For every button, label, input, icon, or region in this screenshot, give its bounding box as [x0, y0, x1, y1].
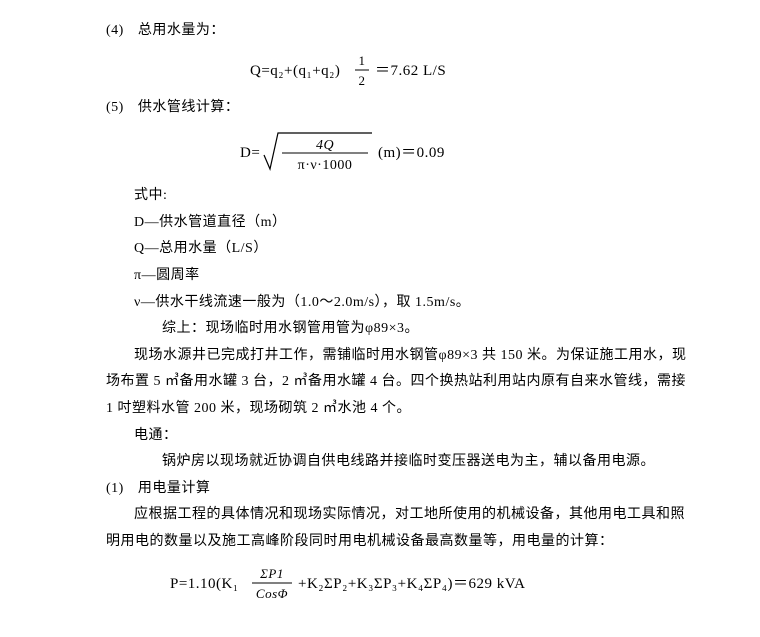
item-4-num: (4) — [106, 18, 124, 45]
formula-d-frac-den: π·ν·1000 — [298, 158, 353, 173]
def-d: D—供水管道直径（m） — [70, 210, 690, 237]
formula-q-frac-num: 1 — [359, 53, 366, 68]
def-v: ν—供水干线流速一般为（1.0～2.0m/s），取 1.5m/s。 — [70, 290, 690, 317]
formula-q-frac-den: 2 — [359, 73, 366, 88]
item-4-label: 总用水量为： — [138, 18, 225, 45]
formula-d-suffix: (m)＝0.09 — [378, 145, 445, 161]
def-q: Q—总用水量（L/S） — [70, 236, 690, 263]
item-4: (4) 总用水量为： — [70, 18, 690, 45]
formula-p-suffix: +K₂ΣP₂+K₃ΣP₃+K₄ΣP₄)＝629 kVA — [298, 576, 525, 592]
formula-d-prefix: D= — [240, 145, 260, 161]
def-pi: π—圆周率 — [70, 263, 690, 290]
item-1-num: (1) — [106, 476, 124, 503]
formula-d-frac-num: 4Q — [316, 138, 334, 153]
paragraph-elec: 锅炉房以现场就近协调自供电线路并接临时变压器送电为主，辅以备用电源。 — [70, 449, 690, 476]
formula-p: P=1.10(K₁ ΣP1 CosΦ +K₂ΣP₂+K₃ΣP₃+K₄ΣP₄)＝6… — [70, 556, 690, 610]
paragraph-calc: 应根据工程的具体情况和现场实际情况，对工地所使用的机械设备，其他用电工具和照明用… — [70, 502, 690, 555]
where-label: 式中: — [70, 183, 690, 210]
item-5-num: (5) — [106, 95, 124, 122]
formula-q-prefix: Q=q₂+(q₁+q₂) — [250, 63, 340, 79]
item-5-label: 供水管线计算： — [138, 95, 240, 122]
paragraph-water: 现场水源井已完成打井工作，需铺临时用水钢管φ89×3 共 150 米。为保证施工… — [70, 343, 690, 423]
formula-p-svg: P=1.10(K₁ ΣP1 CosΦ +K₂ΣP₂+K₃ΣP₃+K₄ΣP₄)＝6… — [170, 562, 590, 604]
formula-p-prefix: P=1.10(K₁ — [170, 576, 239, 592]
formula-d: D= 4Q π·ν·1000 (m)＝0.09 — [70, 121, 690, 183]
formula-p-frac-num: ΣP1 — [259, 566, 284, 581]
elec-label: 电通： — [70, 423, 690, 450]
formula-q-suffix: ＝7.62 L/S — [375, 63, 446, 79]
formula-q: Q=q₂+(q₁+q₂) 1 2 ＝7.62 L/S — [70, 45, 690, 95]
item-1: (1) 用电量计算 — [70, 476, 690, 503]
formula-q-svg: Q=q₂+(q₁+q₂) 1 2 ＝7.62 L/S — [250, 51, 510, 89]
item-5: (5) 供水管线计算： — [70, 95, 690, 122]
summary-line: 综上：现场临时用水钢管用管为φ89×3。 — [70, 316, 690, 343]
item-1-label: 用电量计算 — [138, 476, 211, 503]
formula-d-svg: D= 4Q π·ν·1000 (m)＝0.09 — [240, 127, 520, 177]
document-page: (4) 总用水量为： Q=q₂+(q₁+q₂) 1 2 ＝7.62 L/S (5… — [0, 0, 760, 628]
formula-p-frac-den: CosΦ — [256, 586, 288, 601]
